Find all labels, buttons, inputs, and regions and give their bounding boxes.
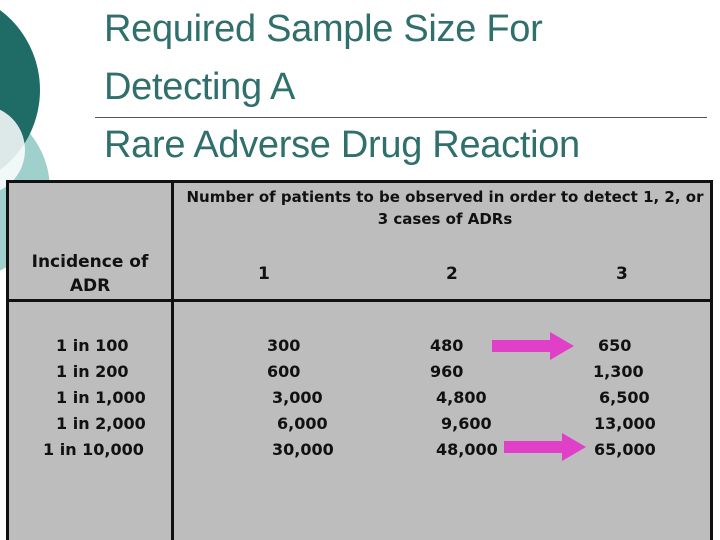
row-cell-col3: 13,000 (594, 414, 656, 433)
column-header-1: 1 (258, 264, 270, 284)
highlight-arrow-icon (504, 433, 586, 461)
column-header-3: 3 (616, 264, 628, 284)
slide-title: Required Sample Size For Detecting A Rar… (104, 0, 704, 174)
column-header-2: 2 (446, 264, 458, 284)
table-vertical-divider (171, 180, 174, 540)
row-cell-col3: 6,500 (599, 388, 650, 407)
title-divider (95, 117, 707, 118)
row-incidence: 1 in 2,000 (56, 414, 146, 433)
row-cell-col1: 3,000 (272, 388, 323, 407)
row-cell-col1: 600 (267, 362, 301, 381)
table-horizontal-divider (6, 299, 713, 302)
row-incidence: 1 in 100 (56, 336, 129, 355)
highlight-arrow-icon (492, 332, 574, 360)
row-incidence: 1 in 200 (56, 362, 129, 381)
row-cell-col1: 300 (267, 336, 301, 355)
group-header: Number of patients to be observed in ord… (186, 188, 704, 228)
row-cell-col2: 48,000 (436, 440, 498, 459)
row-incidence: 1 in 1,000 (56, 388, 146, 407)
row-cell-col2: 9,600 (441, 414, 492, 433)
row-cell-col3: 65,000 (594, 440, 656, 459)
row-cell-col1: 30,000 (272, 440, 334, 459)
sample-size-table (6, 180, 713, 540)
row-incidence: 1 in 10,000 (43, 440, 144, 459)
row-cell-col3: 650 (598, 336, 632, 355)
row-cell-col2: 4,800 (436, 388, 487, 407)
corner-header: Incidence of ADR (31, 252, 149, 296)
row-cell-col3: 1,300 (593, 362, 644, 381)
slide-title-line-2: Rare Adverse Drug Reaction (104, 124, 580, 166)
row-cell-col1: 6,000 (277, 414, 328, 433)
row-cell-col2: 480 (430, 336, 464, 355)
row-cell-col2: 960 (430, 362, 464, 381)
slide-title-line-1: Required Sample Size For Detecting A (104, 8, 543, 108)
